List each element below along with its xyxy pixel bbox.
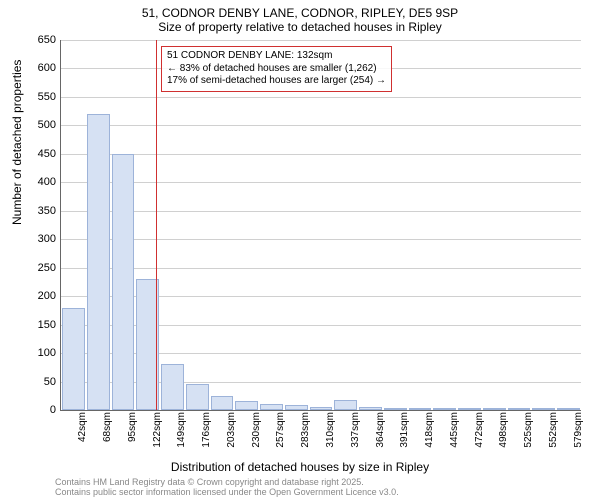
x-tick-label: 337sqm: [350, 412, 361, 462]
histogram-bar: [260, 404, 283, 410]
histogram-bar: [409, 408, 432, 410]
x-tick-label: 525sqm: [523, 412, 534, 462]
gridline: [61, 268, 581, 269]
y-tick-label: 550: [21, 91, 56, 103]
y-tick-label: 450: [21, 148, 56, 160]
chart-subtitle: Size of property relative to detached ho…: [0, 20, 600, 34]
y-axis-label: Number of detached properties: [10, 60, 24, 225]
x-tick-label: 283sqm: [300, 412, 311, 462]
y-tick-label: 300: [21, 233, 56, 245]
histogram-bar: [508, 408, 531, 410]
y-tick-label: 650: [21, 34, 56, 46]
histogram-bar: [359, 407, 382, 410]
x-axis-label: Distribution of detached houses by size …: [0, 460, 600, 474]
histogram-bar: [161, 364, 184, 410]
histogram-bar: [458, 408, 481, 410]
histogram-bar: [532, 408, 555, 410]
x-tick-label: 310sqm: [325, 412, 336, 462]
y-tick-label: 150: [21, 319, 56, 331]
gridline: [61, 182, 581, 183]
gridline: [61, 97, 581, 98]
reference-line: [156, 40, 157, 410]
chart-title: 51, CODNOR DENBY LANE, CODNOR, RIPLEY, D…: [0, 0, 600, 20]
x-tick-label: 579sqm: [573, 412, 584, 462]
annotation-box: 51 CODNOR DENBY LANE: 132sqm← 83% of det…: [161, 46, 392, 92]
y-tick-label: 200: [21, 290, 56, 302]
histogram-bar: [62, 308, 85, 410]
y-tick-label: 100: [21, 347, 56, 359]
y-tick-label: 250: [21, 262, 56, 274]
footer-line-2: Contains public sector information licen…: [55, 488, 399, 498]
gridline: [61, 40, 581, 41]
y-tick-label: 400: [21, 176, 56, 188]
histogram-bar: [384, 408, 407, 410]
x-tick-label: 95sqm: [127, 412, 138, 462]
histogram-bar: [112, 154, 135, 410]
histogram-bar: [557, 408, 580, 410]
gridline: [61, 239, 581, 240]
x-tick-label: 391sqm: [399, 412, 410, 462]
y-tick-label: 50: [21, 376, 56, 388]
x-tick-label: 498sqm: [498, 412, 509, 462]
gridline: [61, 154, 581, 155]
x-tick-label: 68sqm: [102, 412, 113, 462]
plot-area: 0501001502002503003504004505005506006504…: [60, 40, 581, 411]
gridline: [61, 211, 581, 212]
y-tick-label: 0: [21, 404, 56, 416]
histogram-bar: [285, 405, 308, 410]
x-tick-label: 445sqm: [449, 412, 460, 462]
histogram-bar: [235, 401, 258, 410]
gridline: [61, 125, 581, 126]
histogram-bar: [186, 384, 209, 410]
x-tick-label: 472sqm: [474, 412, 485, 462]
x-tick-label: 122sqm: [152, 412, 163, 462]
x-tick-label: 149sqm: [176, 412, 187, 462]
histogram-bar: [334, 400, 357, 410]
x-tick-label: 418sqm: [424, 412, 435, 462]
x-tick-label: 42sqm: [77, 412, 88, 462]
histogram-bar: [310, 407, 333, 410]
chart-container: 51, CODNOR DENBY LANE, CODNOR, RIPLEY, D…: [0, 0, 600, 500]
x-tick-label: 176sqm: [201, 412, 212, 462]
x-tick-label: 230sqm: [251, 412, 262, 462]
x-tick-label: 257sqm: [275, 412, 286, 462]
x-tick-label: 552sqm: [548, 412, 559, 462]
x-tick-label: 203sqm: [226, 412, 237, 462]
histogram-bar: [211, 396, 234, 410]
footer-attribution: Contains HM Land Registry data © Crown c…: [55, 478, 399, 498]
histogram-bar: [483, 408, 506, 410]
annotation-line: 51 CODNOR DENBY LANE: 132sqm: [167, 50, 386, 63]
x-tick-label: 364sqm: [375, 412, 386, 462]
y-tick-label: 500: [21, 119, 56, 131]
y-tick-label: 350: [21, 205, 56, 217]
annotation-line: ← 83% of detached houses are smaller (1,…: [167, 63, 386, 76]
annotation-line: 17% of semi-detached houses are larger (…: [167, 75, 386, 88]
y-tick-label: 600: [21, 62, 56, 74]
histogram-bar: [433, 408, 456, 410]
histogram-bar: [87, 114, 110, 410]
